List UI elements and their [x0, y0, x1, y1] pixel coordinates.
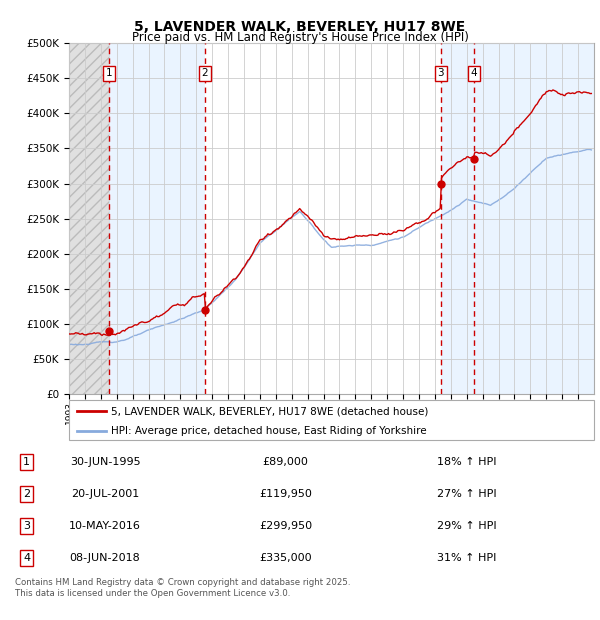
Text: 2: 2 [23, 489, 30, 499]
Text: This data is licensed under the Open Government Licence v3.0.: This data is licensed under the Open Gov… [15, 589, 290, 598]
Text: £89,000: £89,000 [263, 458, 308, 467]
Text: 20-JUL-2001: 20-JUL-2001 [71, 489, 139, 499]
Text: £299,950: £299,950 [259, 521, 312, 531]
Text: Price paid vs. HM Land Registry's House Price Index (HPI): Price paid vs. HM Land Registry's House … [131, 31, 469, 44]
Bar [109, 43, 205, 394]
Text: 2: 2 [202, 68, 208, 78]
Text: 1: 1 [23, 458, 30, 467]
Text: 18% ↑ HPI: 18% ↑ HPI [437, 458, 496, 467]
FancyBboxPatch shape [69, 400, 594, 440]
Text: 30-JUN-1995: 30-JUN-1995 [70, 458, 140, 467]
Text: Contains HM Land Registry data © Crown copyright and database right 2025.: Contains HM Land Registry data © Crown c… [15, 578, 350, 587]
Text: £119,950: £119,950 [259, 489, 312, 499]
Text: 3: 3 [23, 521, 30, 531]
Text: 10-MAY-2016: 10-MAY-2016 [69, 521, 141, 531]
Text: 5, LAVENDER WALK, BEVERLEY, HU17 8WE: 5, LAVENDER WALK, BEVERLEY, HU17 8WE [134, 20, 466, 34]
Text: 4: 4 [23, 552, 30, 562]
Text: 31% ↑ HPI: 31% ↑ HPI [437, 552, 496, 562]
Text: 08-JUN-2018: 08-JUN-2018 [70, 552, 140, 562]
Text: 1: 1 [106, 68, 112, 78]
Text: 27% ↑ HPI: 27% ↑ HPI [437, 489, 496, 499]
Text: 5, LAVENDER WALK, BEVERLEY, HU17 8WE (detached house): 5, LAVENDER WALK, BEVERLEY, HU17 8WE (de… [111, 406, 428, 416]
Text: 4: 4 [470, 68, 477, 78]
Text: 29% ↑ HPI: 29% ↑ HPI [437, 521, 496, 531]
Text: 3: 3 [437, 68, 444, 78]
Bar [69, 43, 109, 394]
Bar [440, 43, 474, 394]
Text: HPI: Average price, detached house, East Riding of Yorkshire: HPI: Average price, detached house, East… [111, 427, 427, 436]
Bar [474, 43, 594, 394]
Text: £335,000: £335,000 [259, 552, 312, 562]
